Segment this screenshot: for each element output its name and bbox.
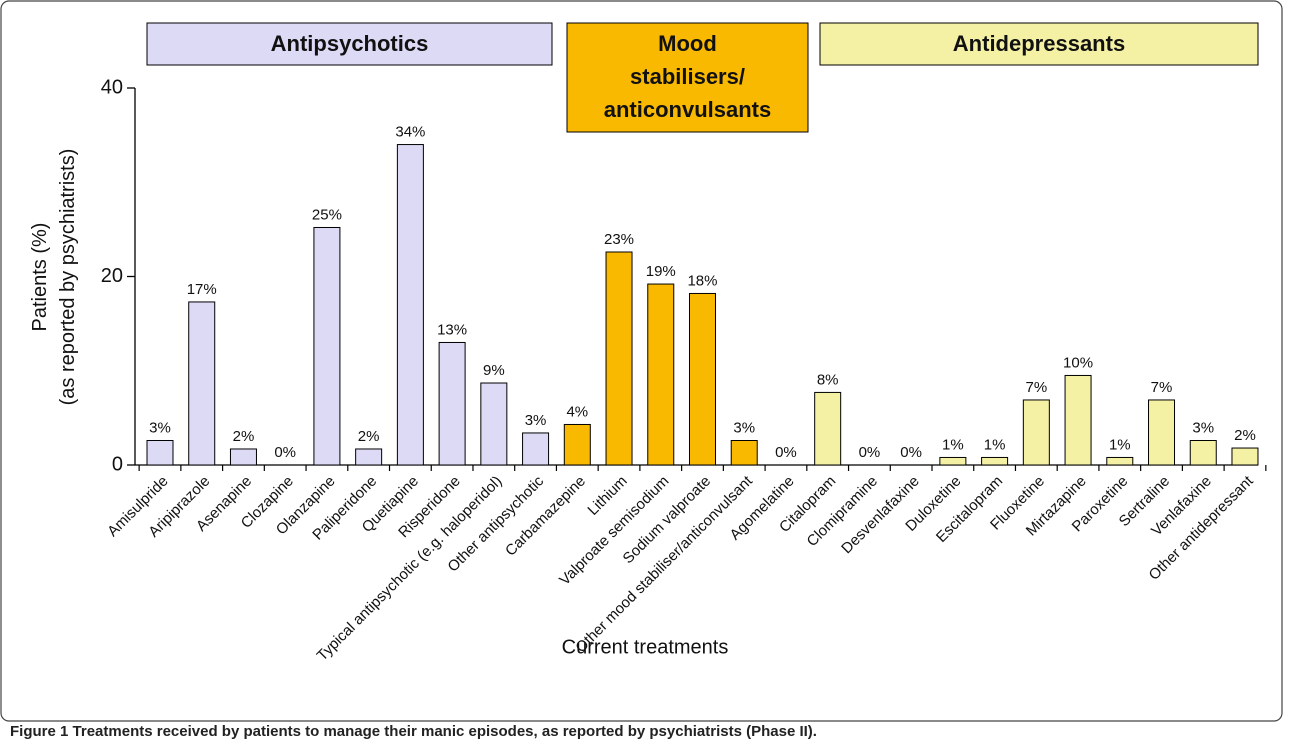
y-axis-label-line: (as reported by psychiatrists): [57, 149, 79, 406]
value-label: 34%: [395, 124, 425, 141]
value-label: 0%: [775, 444, 797, 461]
group-box: [819, 22, 1259, 66]
value-label: 4%: [566, 403, 588, 420]
group-label: anticonvulsants: [604, 97, 771, 122]
bar: [229, 448, 257, 466]
value-label: 25%: [312, 206, 342, 223]
group-label: Mood: [658, 31, 717, 56]
value-label: 10%: [1063, 354, 1093, 371]
value-label: 3%: [1192, 419, 1214, 436]
value-label: 18%: [687, 272, 717, 289]
bar: [480, 382, 508, 466]
value-label: 3%: [733, 419, 755, 436]
bar: [1189, 439, 1217, 466]
value-label: 0%: [274, 444, 296, 461]
bar: [188, 301, 216, 466]
value-label: 7%: [1151, 379, 1173, 396]
value-label: 19%: [646, 263, 676, 280]
value-label: 1%: [984, 436, 1006, 453]
y-tick-label: 20: [101, 265, 123, 287]
y-tick-label: 0: [112, 453, 123, 475]
bar: [1064, 374, 1092, 466]
group-box: [146, 22, 553, 66]
bar: [146, 439, 174, 466]
group-label: Antipsychotics: [271, 31, 429, 56]
bar: [730, 439, 758, 466]
value-label: 1%: [942, 436, 964, 453]
bar: [355, 448, 383, 466]
bar: [605, 251, 633, 466]
bar: [688, 292, 716, 466]
value-label: 2%: [233, 428, 255, 445]
value-label: 9%: [483, 362, 505, 379]
bar: [939, 456, 967, 466]
value-label: 13%: [437, 321, 467, 338]
bar: [313, 226, 341, 466]
value-label: 17%: [187, 281, 217, 298]
bar: [1106, 456, 1134, 466]
group-box: [566, 22, 809, 133]
caption-text: Treatments received by patients to manag…: [73, 723, 817, 740]
value-label: 23%: [604, 231, 634, 248]
value-label: 8%: [817, 371, 839, 388]
value-label: 2%: [1234, 427, 1256, 444]
y-axis-label: Patients (%) (as reported by psychiatrist…: [29, 149, 79, 406]
caption: Figure 1 Treatments received by patients…: [10, 723, 817, 740]
frame: [0, 0, 1283, 722]
value-label: 0%: [859, 444, 881, 461]
value-label: 0%: [900, 444, 922, 461]
group-label: stabilisers/: [630, 64, 745, 89]
bar: [522, 432, 550, 466]
bar: [563, 423, 591, 466]
value-label: 7%: [1025, 379, 1047, 396]
bar: [981, 456, 1009, 466]
x-axis-label: Current treatments: [562, 636, 729, 658]
bar: [1148, 399, 1176, 466]
value-label: 3%: [525, 412, 547, 429]
group-label: Antidepressants: [953, 31, 1125, 56]
bar: [1231, 447, 1259, 466]
bar: [438, 341, 466, 466]
y-axis-label-line: Patients (%): [29, 223, 51, 332]
y-tick-label: 40: [101, 76, 123, 98]
bar: [1022, 399, 1050, 466]
value-label: 2%: [358, 428, 380, 445]
value-label: 1%: [1109, 436, 1131, 453]
bar: [396, 144, 424, 466]
value-label: 3%: [149, 419, 171, 436]
caption-label: Figure 1: [10, 723, 68, 740]
bar: [647, 283, 675, 466]
bar: [814, 391, 842, 466]
